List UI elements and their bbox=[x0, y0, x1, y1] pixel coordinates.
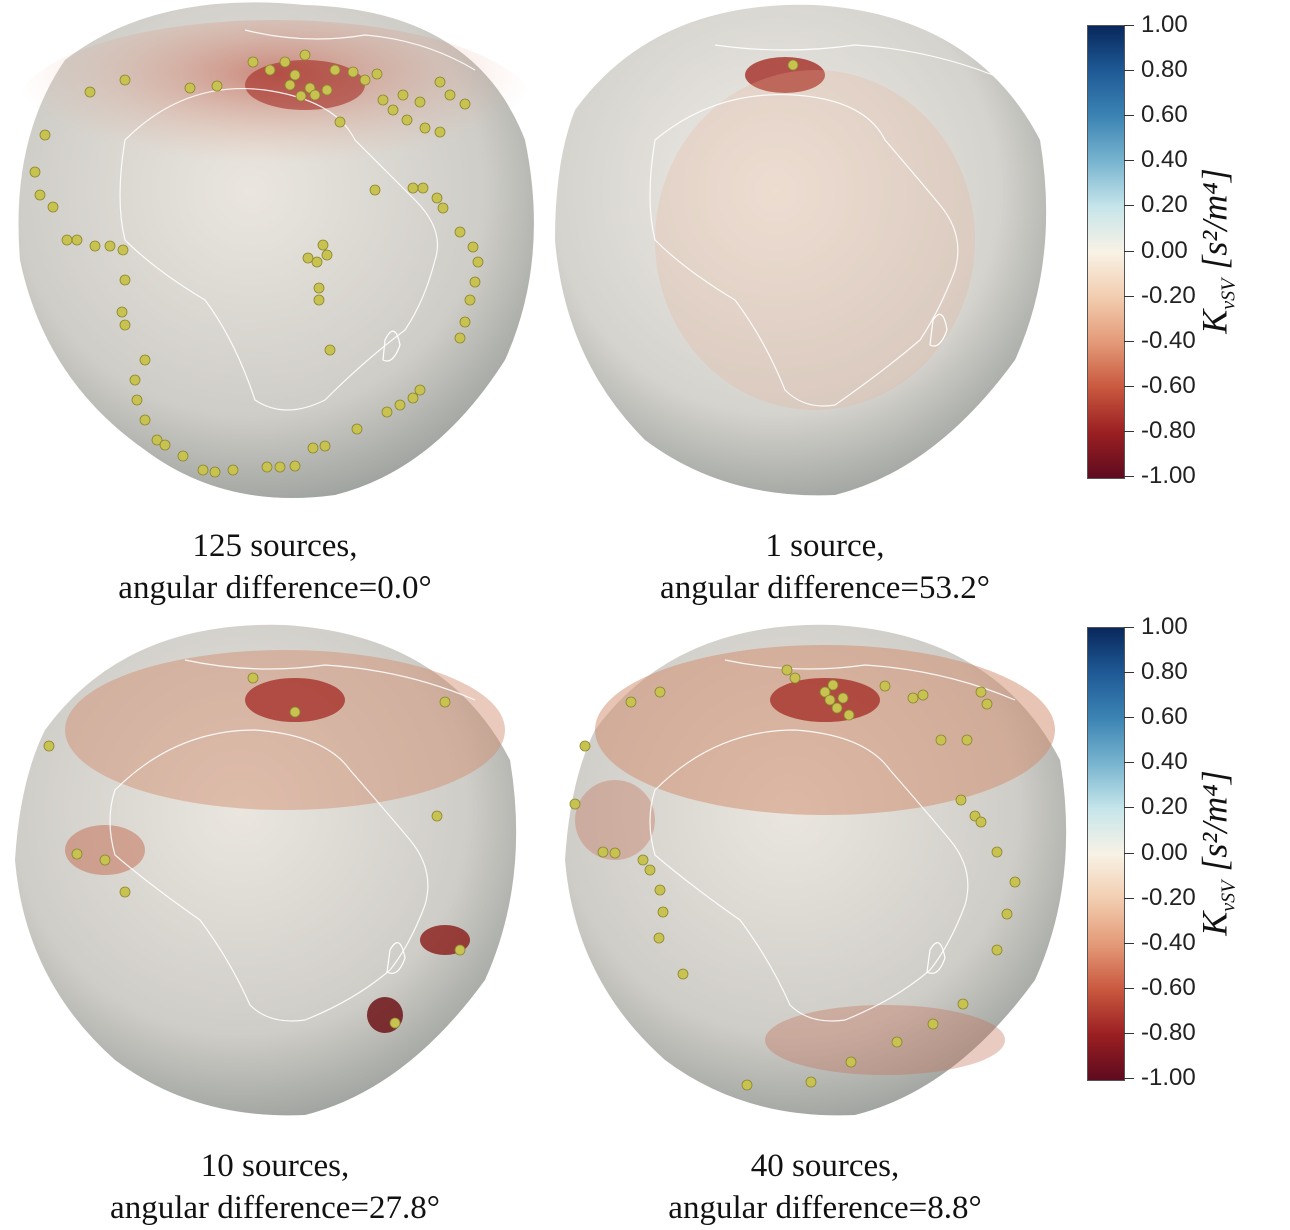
globe-map bbox=[555, 4, 1047, 496]
source-markers bbox=[787, 59, 799, 71]
caption-sources: 40 sources, bbox=[750, 1148, 900, 1184]
caption-panel-4: 40 sources, angular difference=8.8° bbox=[555, 1145, 1095, 1229]
colorbar-gradient bbox=[1087, 627, 1125, 1081]
colorbar-bottom: 1.00 0.80 0.60 0.40 0.20 0.00 -0.20 -0.4… bbox=[1085, 613, 1285, 1097]
colorbar-tick-label: -0.40 bbox=[1141, 327, 1196, 354]
colorbar-title: KvSV [s²/m⁴] bbox=[1194, 770, 1240, 936]
caption-angular-difference: angular difference=27.8° bbox=[110, 1190, 440, 1226]
colorbar-tick-label: 0.60 bbox=[1141, 101, 1188, 128]
colorbar-tick-label: 0.60 bbox=[1141, 703, 1188, 730]
colorbar-tick-label: 0.00 bbox=[1141, 839, 1188, 866]
globe-map bbox=[565, 624, 1067, 1116]
colorbar-tick-label: -0.40 bbox=[1141, 929, 1196, 956]
colorbar-tick-label: 1.00 bbox=[1141, 11, 1188, 38]
colorbar-tick-label: 0.20 bbox=[1141, 793, 1188, 820]
panel-1-source bbox=[535, 0, 1075, 500]
colorbar-tick-label: 0.40 bbox=[1141, 748, 1188, 775]
source-markers bbox=[569, 664, 1021, 1091]
caption-sources: 10 sources, bbox=[200, 1148, 350, 1184]
colorbar-tick-label: -0.20 bbox=[1141, 884, 1196, 911]
colorbar-top: 1.00 0.80 0.60 0.40 0.20 0.00 -0.20 -0.4… bbox=[1085, 11, 1285, 495]
caption-sources: 1 source, bbox=[765, 528, 885, 564]
colorbar-tick-label: -0.80 bbox=[1141, 1019, 1196, 1046]
colorbar-gradient bbox=[1087, 25, 1125, 479]
caption-angular-difference: angular difference=53.2° bbox=[660, 570, 990, 606]
colorbar-tick-label: 0.20 bbox=[1141, 191, 1188, 218]
colorbar-tick-label: -0.20 bbox=[1141, 282, 1196, 309]
caption-panel-2: 1 source, angular difference=53.2° bbox=[555, 525, 1095, 609]
caption-panel-1: 125 sources, angular difference=0.0° bbox=[5, 525, 545, 609]
colorbar-tick-label: -0.60 bbox=[1141, 974, 1196, 1001]
colorbar-tick-label: 0.40 bbox=[1141, 146, 1188, 173]
caption-sources: 125 sources, bbox=[192, 528, 358, 564]
colorbar-tick-label: -0.60 bbox=[1141, 372, 1196, 399]
colorbar-tick-label: 0.80 bbox=[1141, 658, 1188, 685]
caption-angular-difference: angular difference=8.8° bbox=[668, 1190, 982, 1226]
globe-map bbox=[15, 2, 535, 499]
globe-map bbox=[15, 624, 517, 1116]
colorbar-tick-label: -0.80 bbox=[1141, 417, 1196, 444]
colorbar-tick-label: 1.00 bbox=[1141, 613, 1188, 640]
colorbar-tick-label: 0.80 bbox=[1141, 56, 1188, 83]
panel-40-sources bbox=[555, 620, 1095, 1120]
source-markers bbox=[29, 49, 484, 478]
caption-angular-difference: angular difference=0.0° bbox=[118, 570, 432, 606]
colorbar-tick-label: -1.00 bbox=[1141, 1064, 1196, 1091]
caption-panel-3: 10 sources, angular difference=27.8° bbox=[5, 1145, 545, 1229]
colorbar-tick-label: 0.00 bbox=[1141, 237, 1188, 264]
colorbar-title: KvSV [s²/m⁴] bbox=[1194, 168, 1240, 334]
panel-10-sources bbox=[5, 620, 545, 1120]
panel-125-sources bbox=[5, 0, 545, 500]
colorbar-tick-label: -1.00 bbox=[1141, 462, 1196, 489]
source-markers bbox=[43, 672, 466, 1029]
